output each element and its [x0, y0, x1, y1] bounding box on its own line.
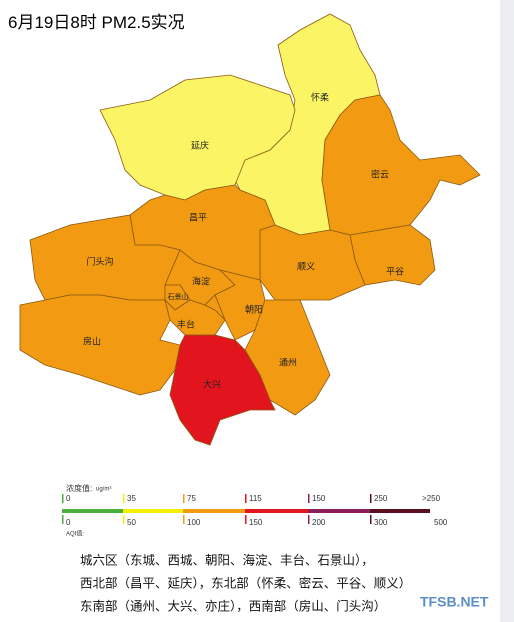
legend-swatch — [62, 509, 123, 513]
legend-tick — [183, 515, 185, 524]
legend-swatch — [183, 509, 245, 513]
legend-tick — [308, 494, 310, 503]
legend-swatch — [308, 509, 370, 513]
note: 东南部（通州、大兴、亦庄），西南部（房山、门头沟） — [80, 598, 386, 613]
district-label: 怀柔 — [311, 91, 329, 102]
legend-label: 浓度值: — [66, 483, 92, 493]
district-label: 大兴 — [203, 378, 221, 389]
notes: 城六区（东城、西城、朝阳、海淀、丰台、石景山）， 西北部（昌平、延庆），东北部（… — [80, 552, 411, 613]
district-label: 顺义 — [297, 261, 315, 271]
title: 6月19日8时 PM2.5实况 — [8, 13, 185, 32]
legend-tick — [123, 515, 125, 524]
map — [19, 13, 481, 446]
region — [321, 94, 481, 236]
legend-swatch — [370, 509, 430, 513]
legend-value: 300 — [374, 518, 388, 527]
legend-tick — [62, 494, 64, 503]
district-label: 昌平 — [189, 212, 207, 222]
district-label: 密云 — [371, 168, 389, 179]
note: 西北部（昌平、延庆），东北部（怀柔、密云、平谷、顺义） — [80, 575, 411, 590]
district-label: 延庆 — [191, 139, 209, 150]
legend-value: 0 — [66, 494, 71, 503]
legend-swatch — [123, 509, 183, 513]
region — [99, 74, 296, 201]
legend-value: 250 — [374, 494, 388, 503]
legend-tick — [245, 515, 247, 524]
legend-tick — [123, 494, 125, 503]
legend-label: AQI值: — [66, 530, 84, 538]
district-label: 丰台 — [177, 318, 195, 329]
legend-value: 200 — [312, 518, 326, 527]
watermark: TFSB.NET — [420, 594, 489, 610]
legend-tick — [370, 494, 372, 503]
district-label: 通州 — [279, 357, 297, 367]
region — [214, 269, 266, 341]
legend-swatch — [245, 509, 308, 513]
legend-tick — [370, 515, 372, 524]
note: 城六区（东城、西城、朝阳、海淀、丰台、石景山）， — [80, 552, 374, 567]
legend: 浓度值: ug/m³ AQI值: 0 35 75 115 150 250 >250 0 50 10… — [60, 482, 448, 538]
legend-value: 150 — [312, 494, 326, 503]
legend-value: 0 — [66, 518, 71, 527]
legend-value: 150 — [249, 518, 263, 527]
legend-tick — [308, 515, 310, 524]
district-label: 朝阳 — [245, 304, 263, 314]
district-label: 门头沟 — [86, 255, 113, 266]
legend-tick — [183, 494, 185, 503]
district-label: 海淀 — [192, 275, 210, 286]
legend-value: 500 — [434, 518, 448, 527]
legend-tick — [62, 515, 64, 524]
side-strip — [500, 0, 514, 622]
legend-value: 75 — [187, 494, 196, 503]
region — [259, 224, 366, 301]
legend-value: 35 — [127, 494, 136, 503]
region — [204, 294, 226, 321]
legend-value: 115 — [249, 494, 262, 503]
district-labels: 怀柔 延庆 密云 昌平 门头沟 海淀 顺义 平谷 石景山 朝阳 丰台 房山 通州… — [83, 91, 404, 389]
district-label: 房山 — [83, 335, 101, 346]
district-label: 石景山 — [168, 292, 189, 301]
legend-value: 50 — [127, 518, 136, 527]
legend-tick — [245, 494, 247, 503]
region — [169, 334, 276, 446]
legend-value: 100 — [187, 518, 201, 527]
legend-value: >250 — [422, 494, 441, 503]
district-label: 平谷 — [386, 266, 404, 276]
legend-unit: ug/m³ — [96, 487, 111, 493]
